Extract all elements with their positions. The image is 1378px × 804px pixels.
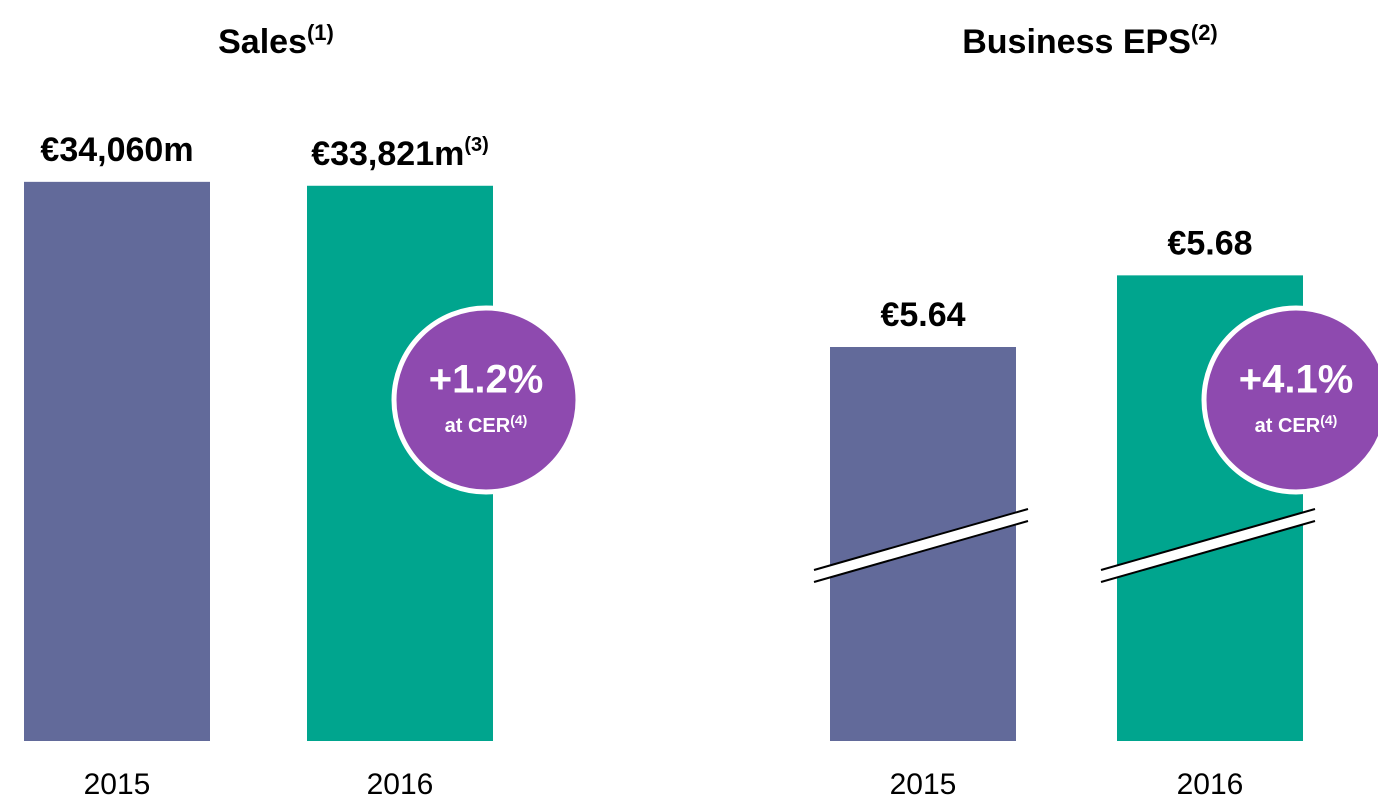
axis-break [1101,509,1315,582]
badge-note: (4) [510,412,527,428]
axis-break-line [1100,520,1316,583]
axis-break [814,509,1028,582]
badge-label-text: at CER [1255,415,1321,437]
badge-text: +4.1% [1239,358,1354,402]
badge [1201,305,1378,495]
bar [24,181,210,741]
badge-label-text: at CER [445,415,511,437]
value-label: €33,821m(3) [311,134,489,173]
value-label: €5.68 [1167,224,1252,262]
title-note: (2) [1191,20,1218,45]
badge-label: at CER(4) [1255,412,1338,438]
badge-label: at CER(4) [445,412,528,438]
axis-break-line [1100,508,1316,571]
chart-title: Sales(1) [218,20,334,61]
x-tick-label: 2015 [890,768,957,801]
title-note: (1) [307,20,334,45]
value-label-text: €5.64 [880,296,965,334]
value-label-text: €33,821m [311,135,464,173]
x-tick-label: 2015 [84,768,151,801]
value-label: €5.64 [880,296,965,334]
x-tick-label: 2016 [367,768,434,801]
value-label-note: (3) [464,134,488,156]
axis-break-line [813,520,1029,583]
chart-title: Business EPS(2) [962,20,1218,61]
axis-break-line [813,508,1029,571]
value-label-text: €5.68 [1167,224,1252,262]
badge [391,305,581,495]
badge-text: +1.2% [429,358,544,402]
value-label: €34,060m [40,131,193,169]
value-label-text: €34,060m [40,131,193,169]
title-text: Business EPS [962,23,1191,61]
title-text: Sales [218,23,307,61]
x-tick-label: 2016 [1177,768,1244,801]
badge-note: (4) [1320,412,1337,428]
